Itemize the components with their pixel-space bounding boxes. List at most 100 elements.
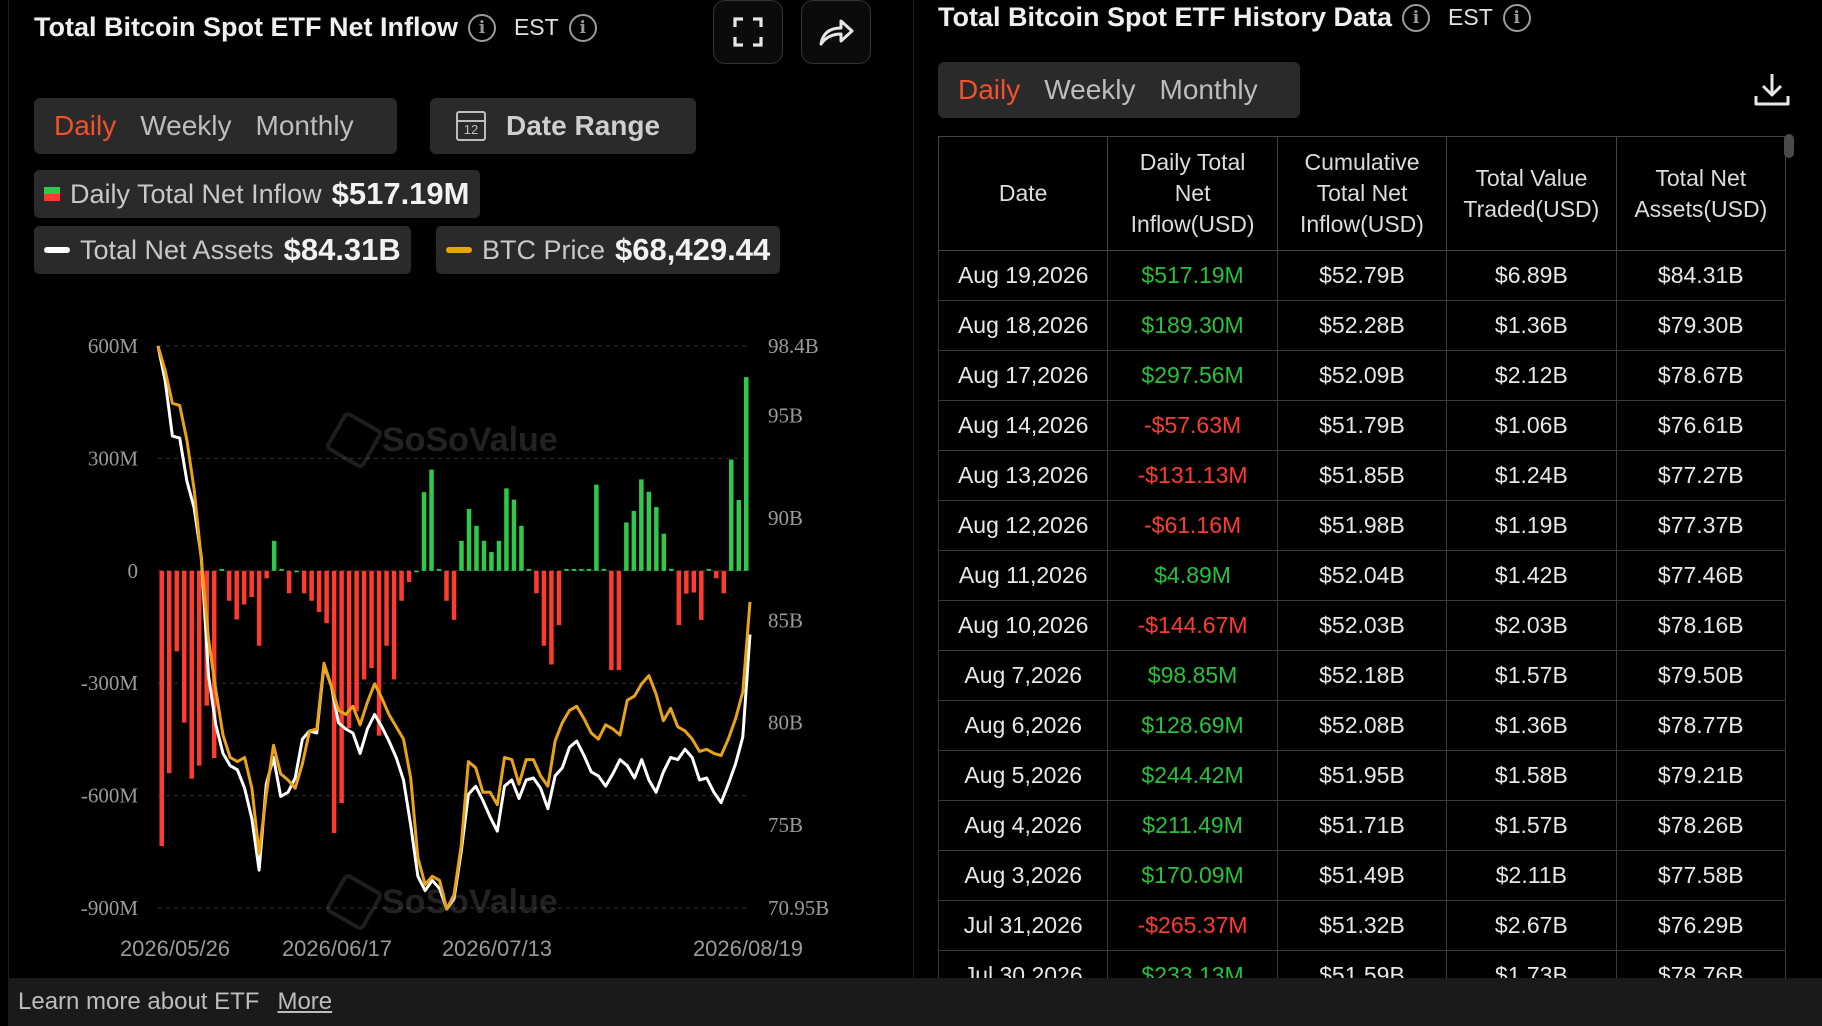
inflow-bar bbox=[744, 377, 749, 571]
table-cell: Aug 18,2026 bbox=[937, 300, 1109, 351]
y-left-tick-label: -900M bbox=[81, 896, 138, 920]
footer-text: Learn more about ETF bbox=[18, 988, 260, 1015]
fullscreen-button[interactable] bbox=[713, 0, 783, 64]
table-row[interactable]: Jul 30,2026 $233.13M $51.59B $1.73B $78.76B bbox=[937, 950, 1787, 978]
inflow-bar bbox=[436, 568, 442, 571]
info-icon[interactable]: i bbox=[467, 13, 496, 42]
inflow-bar bbox=[609, 570, 614, 671]
legend-assets[interactable]: Total Net Assets $84.31B bbox=[34, 226, 411, 274]
inflow-bar bbox=[286, 570, 292, 594]
table-cell: $84.31B bbox=[1616, 250, 1787, 301]
table-row[interactable]: Aug 19,2026 $517.19M $52.79B $6.89B $84.31B bbox=[937, 250, 1787, 301]
tab-weekly[interactable]: Weekly bbox=[140, 110, 232, 141]
legend-btc-label: BTC Price bbox=[482, 234, 606, 265]
table-cell: -$57.63M bbox=[1107, 400, 1278, 451]
table-row[interactable]: Aug 7,2026 $98.85M $52.18B $1.57B $79.50B bbox=[937, 650, 1787, 701]
table-cell: $76.29B bbox=[1616, 900, 1787, 951]
more-link[interactable]: More bbox=[277, 988, 333, 1015]
tab-monthly[interactable]: Monthly bbox=[1159, 74, 1258, 105]
table-row[interactable]: Aug 11,2026 $4.89M $52.04B $1.42B $77.46B bbox=[937, 550, 1787, 601]
inflow-bar bbox=[316, 570, 322, 613]
inflow-bar bbox=[594, 484, 599, 571]
table-cell: $170.09M bbox=[1107, 850, 1278, 901]
table-cell: $6.89B bbox=[1446, 250, 1617, 301]
table-cell: $77.58B bbox=[1616, 850, 1787, 901]
table-row[interactable]: Aug 13,2026 -$131.13M $51.85B $1.24B $77.27B bbox=[937, 450, 1787, 501]
tab-daily[interactable]: Daily bbox=[54, 110, 117, 141]
watermark: SoSoValue bbox=[323, 409, 558, 471]
table-cell: $52.28B bbox=[1277, 300, 1448, 351]
table-cell: Aug 12,2026 bbox=[937, 500, 1109, 551]
history-table-scroll[interactable]: Date Daily Total Net Inflow(USD) Cumulative T… bbox=[930, 130, 1800, 978]
table-cell: Jul 31,2026 bbox=[937, 900, 1109, 951]
table-row[interactable]: Aug 18,2026 $189.30M $52.28B $1.36B $79.30B bbox=[937, 300, 1787, 351]
inflow-bar bbox=[234, 570, 239, 620]
table-cell: $51.85B bbox=[1277, 450, 1448, 501]
table-row[interactable]: Aug 17,2026 $297.56M $52.09B $2.12B $78.67B bbox=[937, 350, 1787, 401]
y-right-tick-label: 80B bbox=[768, 711, 803, 735]
table-cell: $1.57B bbox=[1446, 650, 1617, 701]
table-row[interactable]: Aug 14,2026 -$57.63M $51.79B $1.06B $76.61B bbox=[937, 400, 1787, 451]
table-row[interactable]: Jul 31,2026 -$265.37M $51.32B $2.67B $76.29B bbox=[937, 900, 1787, 951]
column-header: Date bbox=[937, 136, 1109, 251]
download-button[interactable] bbox=[1752, 70, 1792, 115]
table-cell: $77.27B bbox=[1616, 450, 1787, 501]
table-row[interactable]: Aug 4,2026 $211.49M $51.71B $1.57B $78.26B bbox=[937, 800, 1787, 851]
inflow-bar bbox=[279, 568, 284, 571]
download-icon bbox=[1754, 74, 1790, 106]
assets-swatch bbox=[44, 247, 70, 253]
net-inflow-chart[interactable]: 600M 300M 0 -300M -600M -900M 98.4B 95B 90B 85B 80… bbox=[0, 0, 914, 960]
inflow-bar bbox=[526, 568, 532, 571]
table-row[interactable]: Aug 10,2026 -$144.67M $52.03B $2.03B $78.16B bbox=[937, 600, 1787, 651]
column-header: Cumulative Total Net Inflow(USD) bbox=[1276, 136, 1448, 251]
share-button[interactable] bbox=[801, 0, 871, 64]
y-right-tick-label: 90B bbox=[768, 506, 803, 530]
inflow-bar bbox=[676, 570, 682, 626]
table-cell: $52.09B bbox=[1277, 350, 1448, 401]
legend-btc[interactable]: BTC Price $68,429.44 bbox=[436, 226, 781, 274]
column-header-line: Inflow(USD) bbox=[1299, 211, 1424, 237]
legend-assets-value: $84.31B bbox=[283, 232, 401, 267]
table-scrollbar[interactable] bbox=[1784, 134, 1794, 158]
inflow-bar bbox=[586, 568, 592, 571]
table-row[interactable]: Aug 3,2026 $170.09M $51.49B $2.11B $77.58B bbox=[937, 850, 1787, 901]
table-cell: $78.76B bbox=[1616, 950, 1787, 978]
tab-weekly[interactable]: Weekly bbox=[1044, 74, 1136, 105]
legend-inflow[interactable]: Daily Total Net Inflow $517.19M bbox=[34, 170, 480, 218]
inflow-bar bbox=[376, 570, 382, 736]
table-cell: Aug 14,2026 bbox=[937, 400, 1109, 451]
table-row[interactable]: Aug 6,2026 $128.69M $52.08B $1.36B $78.77B bbox=[937, 700, 1787, 751]
history-period-tabs: Daily Weekly Monthly bbox=[938, 62, 1300, 118]
y-right-tick-label: 98.4B bbox=[768, 334, 819, 358]
info-icon[interactable]: i bbox=[568, 13, 597, 42]
y-right-tick-label: 95B bbox=[768, 404, 803, 428]
info-icon[interactable]: i bbox=[1402, 3, 1431, 32]
inflow-bar bbox=[549, 570, 554, 665]
y-right-tick-label: 70.95B bbox=[768, 896, 829, 920]
inflow-bar bbox=[624, 522, 629, 571]
date-range-button[interactable]: 12 Date Range bbox=[430, 98, 696, 154]
inflow-bar bbox=[661, 533, 667, 571]
sosovalue-logo-icon bbox=[323, 409, 385, 471]
inflow-bar bbox=[219, 568, 224, 571]
column-header-line: Net bbox=[1174, 180, 1211, 206]
fullscreen-icon bbox=[733, 17, 763, 47]
inflow-bar bbox=[391, 570, 397, 680]
inflow-bar bbox=[354, 570, 359, 712]
table-row[interactable]: Aug 12,2026 -$61.16M $51.98B $1.19B $77.37B bbox=[937, 500, 1787, 551]
info-icon[interactable]: i bbox=[1502, 3, 1531, 32]
inflow-bar bbox=[211, 570, 217, 759]
column-header: Total Value Traded(USD) bbox=[1446, 136, 1617, 251]
inflow-bar bbox=[346, 570, 352, 729]
table-cell: $78.16B bbox=[1616, 600, 1787, 651]
inflow-bar bbox=[181, 570, 187, 723]
table-cell: $2.67B bbox=[1446, 900, 1617, 951]
inflow-bar bbox=[384, 570, 389, 646]
tab-monthly[interactable]: Monthly bbox=[255, 110, 354, 141]
table-cell: $51.59B bbox=[1277, 950, 1448, 978]
tab-daily[interactable]: Daily bbox=[958, 74, 1021, 105]
table-cell: $51.98B bbox=[1277, 500, 1448, 551]
legend-inflow-value: $517.19M bbox=[331, 176, 470, 211]
table-cell: $128.69M bbox=[1107, 700, 1278, 751]
table-row[interactable]: Aug 5,2026 $244.42M $51.95B $1.58B $79.21B bbox=[937, 750, 1787, 801]
